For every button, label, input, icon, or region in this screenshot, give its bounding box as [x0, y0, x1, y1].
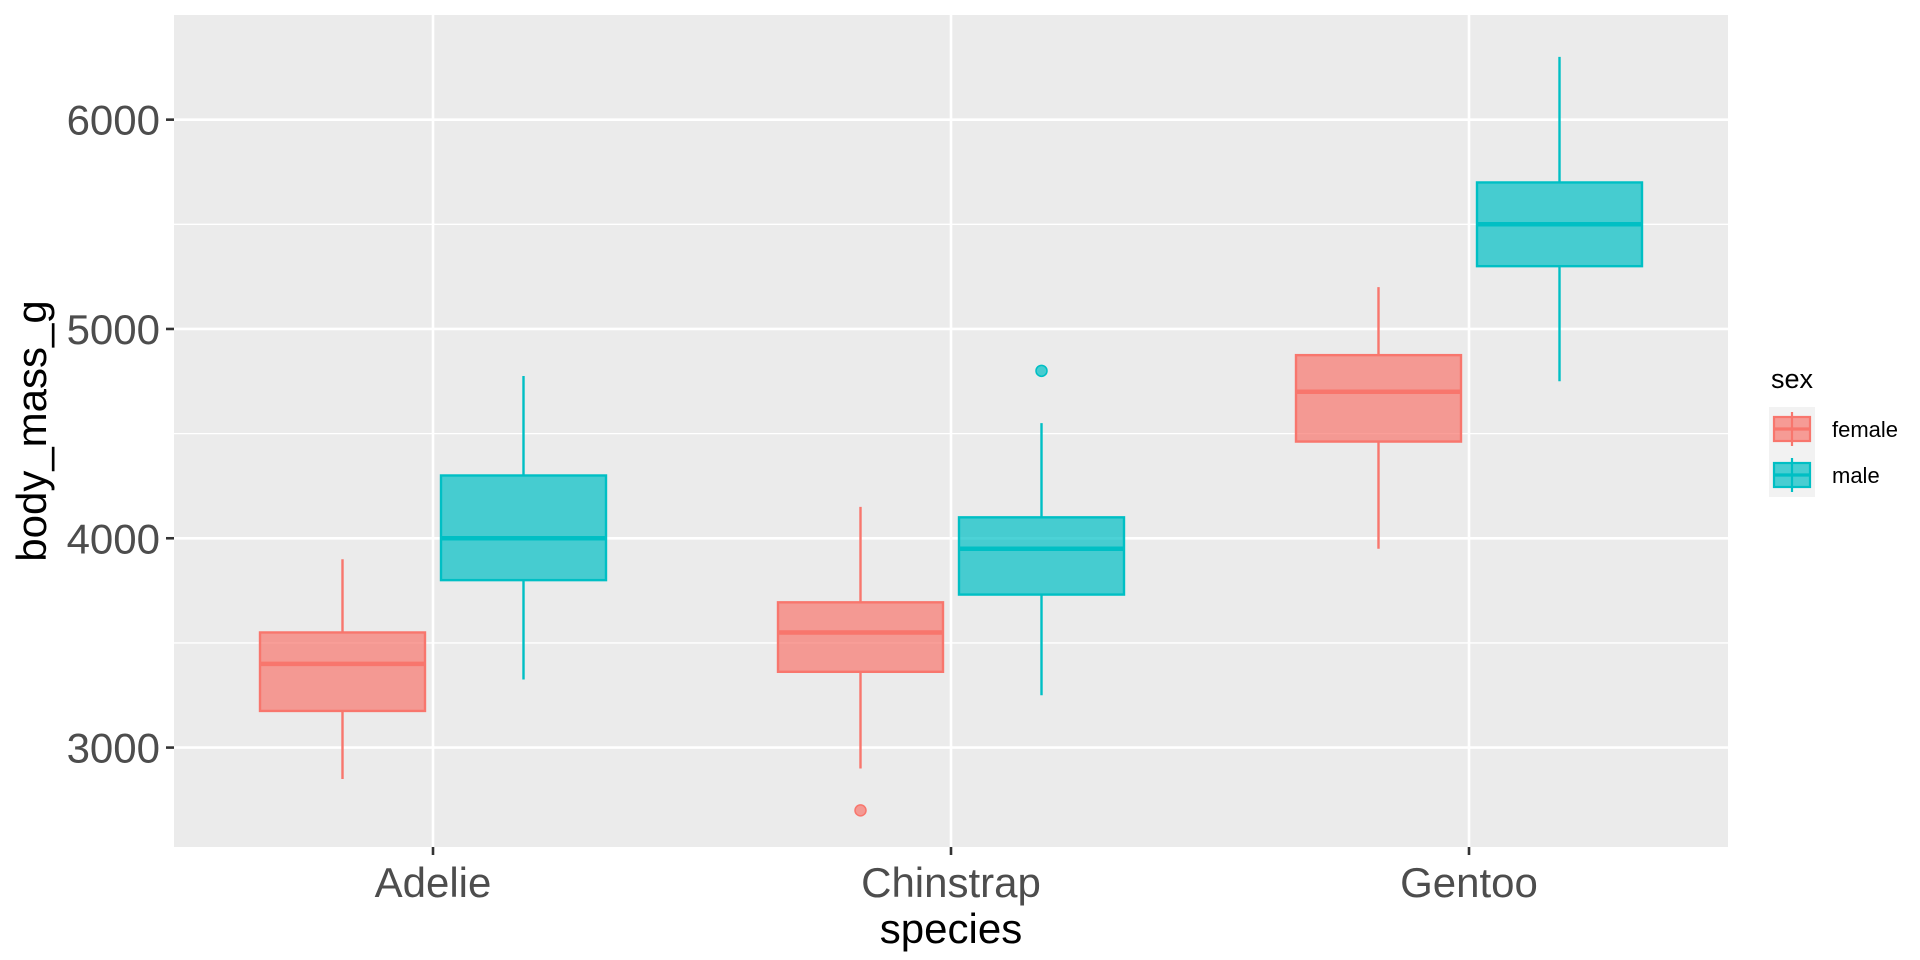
x-axis-title: species: [880, 905, 1022, 952]
box-male-gentoo: [1475, 56, 1644, 382]
box-body: [439, 474, 608, 582]
boxplots: [258, 56, 1644, 817]
box-body: [776, 601, 945, 674]
y-tick-label: 4000: [67, 515, 160, 562]
box-female-chinstrap: [776, 506, 945, 817]
x-tick-label: Gentoo: [1400, 859, 1538, 906]
outlier-point: [854, 804, 867, 817]
outlier-point: [1035, 364, 1048, 378]
y-axis-title: body_mass_g: [8, 300, 55, 562]
y-tick-label: 5000: [67, 306, 160, 353]
box-female-gentoo: [1294, 287, 1463, 549]
box-male-chinstrap: [957, 364, 1126, 696]
box-body: [258, 631, 427, 713]
legend: sex female male: [1769, 364, 1898, 497]
x-tick-label: Adelie: [375, 859, 492, 906]
legend-label: male: [1832, 463, 1880, 488]
box-body: [957, 516, 1126, 596]
legend-entry-female: female: [1772, 412, 1898, 446]
box-female-adelie: [258, 559, 427, 779]
x-axis: Adelie Chinstrap Gentoo: [375, 847, 1538, 906]
y-axis: 3000 4000 5000 6000: [67, 97, 174, 772]
box-body: [1294, 353, 1463, 443]
legend-entry-male: male: [1772, 458, 1880, 492]
grid-lines: [174, 15, 1728, 847]
x-tick-label: Chinstrap: [861, 859, 1041, 906]
y-tick-label: 3000: [67, 725, 160, 772]
legend-label: female: [1832, 417, 1898, 442]
box-male-adelie: [439, 376, 608, 680]
y-tick-label: 6000: [67, 97, 160, 144]
legend-title: sex: [1771, 364, 1814, 394]
